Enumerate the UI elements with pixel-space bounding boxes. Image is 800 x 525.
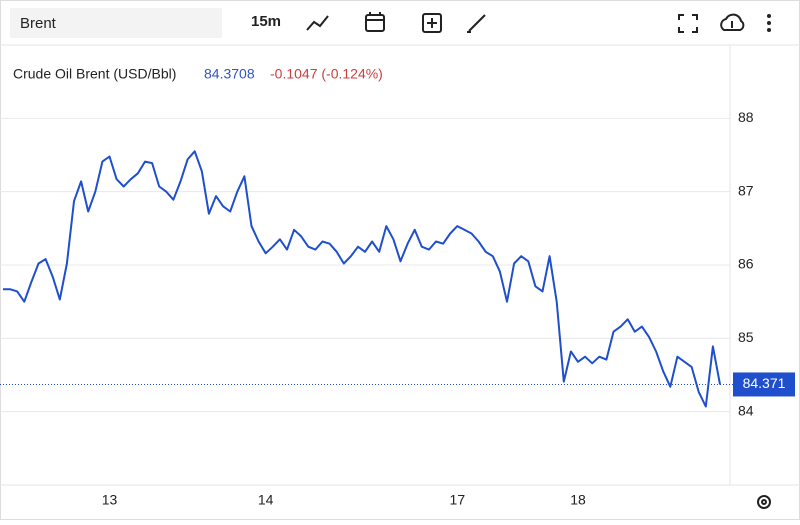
x-tick-label: 17 [450,492,466,508]
draw-icon[interactable] [467,14,486,33]
last-price-label: 84.371 [743,375,786,391]
calendar-icon[interactable] [365,12,385,32]
x-tick-label: 14 [258,492,274,508]
x-tick-label: 18 [570,492,586,508]
settings-icon[interactable] [757,495,771,509]
y-tick-label: 84 [738,402,754,418]
search-text: Brent [20,15,57,32]
menu-icon[interactable] [767,14,771,32]
x-tick-label: 13 [102,492,118,508]
interval[interactable]: 15m [251,13,281,30]
y-tick-label: 87 [738,182,754,198]
chart-type-icon[interactable] [306,15,329,31]
last-price-box [733,372,795,397]
price-line [3,150,721,408]
y-tick-label: 86 [738,256,754,272]
legend-value: 84.3708 [204,66,255,82]
add-icon[interactable] [422,13,442,33]
download-icon[interactable] [720,13,745,31]
legend-change: -0.1047 (-0.124%) [270,66,383,82]
y-tick-label: 88 [738,109,754,125]
y-tick-label: 85 [738,329,754,345]
fullscreen-icon[interactable] [678,14,698,33]
legend-name: Crude Oil Brent (USD/Bbl) [13,66,176,82]
search-box[interactable] [10,8,222,38]
